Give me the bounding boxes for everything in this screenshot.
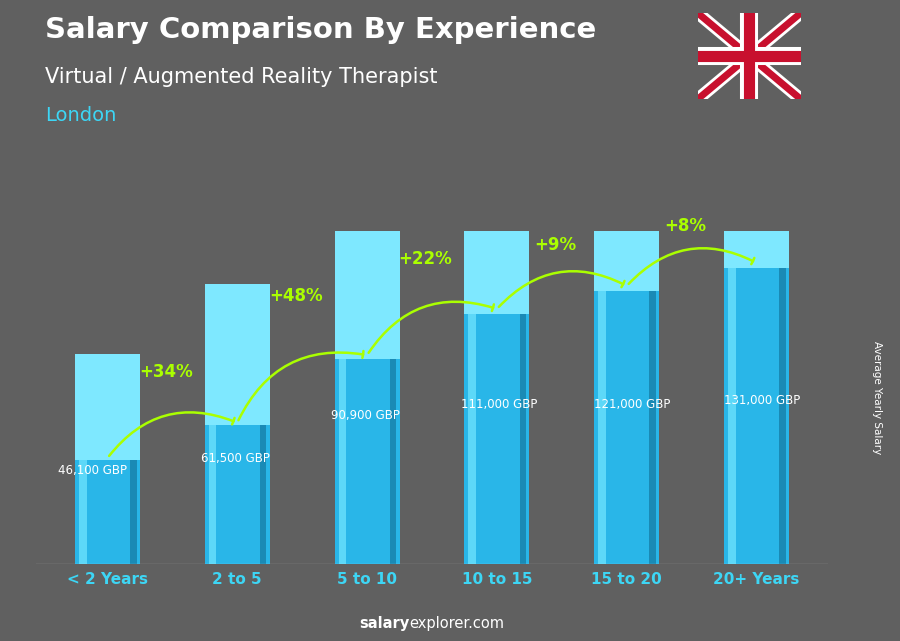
Bar [468, 309, 476, 564]
Bar [338, 355, 346, 564]
Bar [724, 263, 789, 564]
Bar [75, 458, 140, 564]
Bar [779, 263, 786, 564]
Bar [260, 422, 266, 564]
Text: explorer.com: explorer.com [410, 617, 505, 631]
Text: 121,000 GBP: 121,000 GBP [594, 398, 670, 411]
Bar [390, 355, 396, 564]
Bar [728, 263, 736, 564]
Text: London: London [45, 106, 116, 125]
Bar [724, 0, 789, 269]
Bar [594, 286, 659, 564]
Text: +8%: +8% [664, 217, 707, 235]
Bar [75, 354, 140, 460]
Text: Salary Comparison By Experience: Salary Comparison By Experience [45, 16, 596, 44]
Text: +9%: +9% [535, 236, 576, 254]
Bar [464, 309, 529, 564]
Bar [130, 458, 137, 564]
Bar [650, 286, 656, 564]
Text: 111,000 GBP: 111,000 GBP [461, 398, 537, 411]
Text: salary: salary [359, 617, 410, 631]
Bar [205, 284, 270, 425]
Bar [464, 58, 529, 313]
Text: +48%: +48% [269, 287, 322, 304]
Text: 90,900 GBP: 90,900 GBP [330, 409, 400, 422]
Text: +22%: +22% [399, 249, 453, 267]
Bar [594, 13, 659, 291]
Bar [335, 355, 400, 564]
Bar [79, 458, 86, 564]
Text: +34%: +34% [139, 363, 193, 381]
Bar [598, 286, 606, 564]
Bar [209, 422, 217, 564]
Bar [519, 309, 526, 564]
Bar [335, 150, 400, 359]
Text: Average Yearly Salary: Average Yearly Salary [872, 341, 883, 454]
Text: Virtual / Augmented Reality Therapist: Virtual / Augmented Reality Therapist [45, 67, 437, 87]
Text: 46,100 GBP: 46,100 GBP [58, 464, 127, 477]
Text: 61,500 GBP: 61,500 GBP [201, 452, 270, 465]
Bar [205, 422, 270, 564]
Text: 131,000 GBP: 131,000 GBP [724, 394, 800, 408]
